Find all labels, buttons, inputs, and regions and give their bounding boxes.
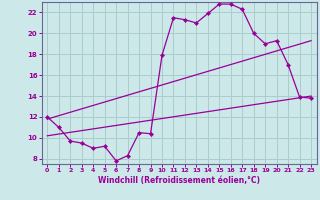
X-axis label: Windchill (Refroidissement éolien,°C): Windchill (Refroidissement éolien,°C) bbox=[98, 176, 260, 185]
